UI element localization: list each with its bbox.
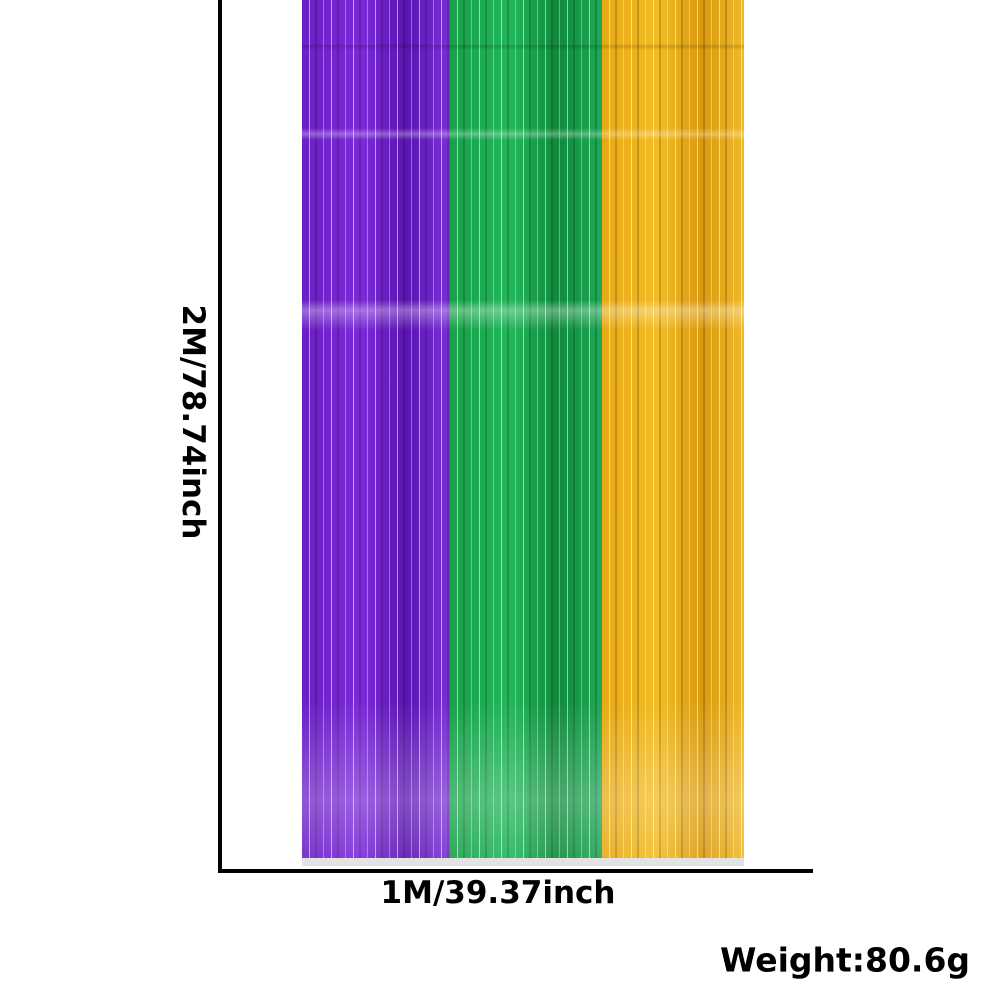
curtain-base-strip [302, 858, 744, 866]
width-dimension-line [218, 869, 813, 873]
foil-fringe-curtain-image [302, 0, 744, 858]
purple-panel [302, 0, 450, 858]
width-label: 1M/39.37inch [380, 875, 616, 911]
green-panel [450, 0, 602, 858]
height-label: 2M/78.74inch [175, 304, 211, 540]
gold-panel [602, 0, 744, 858]
height-dimension-line [218, 0, 222, 873]
weight-label: Weight:80.6g [719, 940, 971, 980]
